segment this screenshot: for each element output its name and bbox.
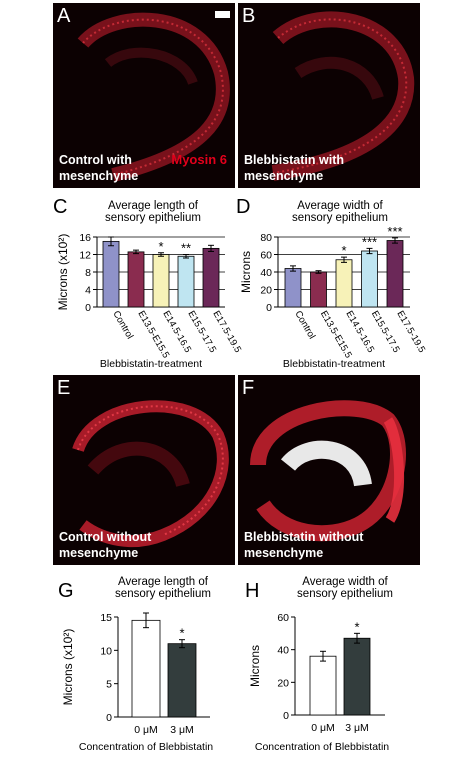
chart-title: Average length of: [108, 200, 199, 212]
bar: [309, 655, 337, 716]
y-axis-label: Microns: [248, 645, 262, 687]
panel-label-e: E: [57, 377, 71, 399]
x-tick-label: 3 μM: [170, 724, 194, 736]
chart-title: sensory epithelium: [297, 588, 393, 600]
bar: [335, 259, 353, 308]
bar: [361, 250, 378, 308]
y-axis-label: Microns: [239, 251, 253, 293]
micrograph-control-with-mesenchyme: A Myosin 6 Control with mesenchyme: [53, 3, 235, 188]
x-axis-label: Blebbistatin-treatment: [100, 358, 202, 370]
y-tick-label: 10: [100, 645, 112, 657]
significance-marker: *: [354, 619, 359, 634]
bar: [127, 251, 145, 308]
chart-title: Average length of: [118, 576, 209, 588]
y-tick-label: 60: [260, 250, 272, 262]
x-axis-label: Concentration of Blebbistatin: [79, 741, 213, 753]
bar: [386, 240, 404, 308]
significance-marker: ***: [362, 234, 377, 249]
x-tick-label: 0 μM: [311, 722, 335, 734]
panel-label-b: B: [242, 5, 256, 27]
micrograph-blebbistatin-without-mesenchyme: F Blebbistatin without mesenchyme: [238, 375, 420, 565]
y-tick-label: 40: [260, 267, 272, 279]
epithelium-stain-a: [77, 12, 230, 182]
significance-marker: *: [179, 626, 184, 641]
y-axis-label: Microns (x10²): [56, 234, 70, 311]
significance-marker: **: [181, 241, 191, 256]
bar: [102, 240, 120, 308]
y-tick-label: 80: [260, 232, 272, 244]
micrograph-control-without-mesenchyme: E Control without mesenchyme: [53, 375, 235, 565]
y-tick-label: 0: [106, 712, 112, 724]
chart-title: Average width of: [302, 576, 388, 588]
chart-title: sensory epithelium: [292, 212, 388, 224]
y-axis-label: Microns (x10²): [61, 629, 75, 706]
x-tick-label: 0 μM: [134, 724, 158, 736]
y-tick-label: 40: [277, 645, 289, 657]
scale-bar: [215, 11, 230, 18]
epithelium-stain-e: [72, 400, 229, 547]
y-tick-label: 8: [85, 267, 91, 279]
epithelium-stain-b: [271, 11, 415, 181]
chart-title: Average width of: [297, 200, 383, 212]
chart-title: sensory epithelium: [115, 588, 211, 600]
y-tick-label: 0: [85, 302, 91, 314]
panel-caption-b: Blebbistatin with mesenchyme: [244, 153, 344, 183]
x-tick-label: Control: [292, 309, 317, 341]
bar: [284, 268, 302, 308]
panel-caption-f: Blebbistatin without mesenchyme: [244, 530, 364, 560]
y-tick-label: 16: [79, 232, 91, 244]
y-tick-label: 15: [100, 612, 112, 624]
y-tick-label: 20: [277, 677, 289, 689]
panel-label-c: C: [53, 196, 68, 218]
y-tick-label: 0: [266, 302, 272, 314]
bar: [310, 271, 327, 308]
significance-marker: *: [341, 243, 346, 258]
panel-label-d: D: [236, 196, 251, 218]
x-axis-label: Blebbistatin-treatment: [283, 358, 385, 370]
panel-label-f: F: [242, 377, 255, 399]
y-tick-label: 4: [85, 285, 91, 297]
y-tick-label: 12: [79, 250, 91, 262]
micrograph-blebbistatin-with-mesenchyme: B Blebbistatin with mesenchyme: [238, 3, 420, 188]
chart-title: sensory epithelium: [105, 212, 201, 224]
bar: [343, 637, 371, 716]
x-tick-label: Control: [110, 309, 135, 341]
panel-label-g: G: [58, 580, 74, 602]
panel-label-a: A: [57, 5, 71, 27]
x-tick-label: 3 μM: [345, 722, 369, 734]
bar: [152, 254, 170, 308]
panel-caption-a: Control with mesenchyme: [59, 153, 139, 183]
y-tick-label: 20: [260, 285, 272, 297]
y-tick-label: 60: [277, 612, 289, 624]
y-tick-label: 0: [283, 710, 289, 722]
bar: [177, 255, 195, 308]
significance-marker: ***: [387, 224, 402, 239]
y-tick-label: 5: [106, 679, 112, 691]
significance-marker: *: [158, 239, 163, 254]
bar: [131, 619, 161, 718]
bar: [202, 247, 220, 308]
x-axis-label: Concentration of Blebbistatin: [255, 741, 389, 753]
bar: [167, 643, 197, 718]
epithelium-stain-f: [250, 400, 406, 542]
panel-label-h: H: [245, 580, 260, 602]
panel-caption-e: Control without mesenchyme: [59, 530, 152, 560]
stain-label: Myosin 6: [171, 152, 227, 167]
